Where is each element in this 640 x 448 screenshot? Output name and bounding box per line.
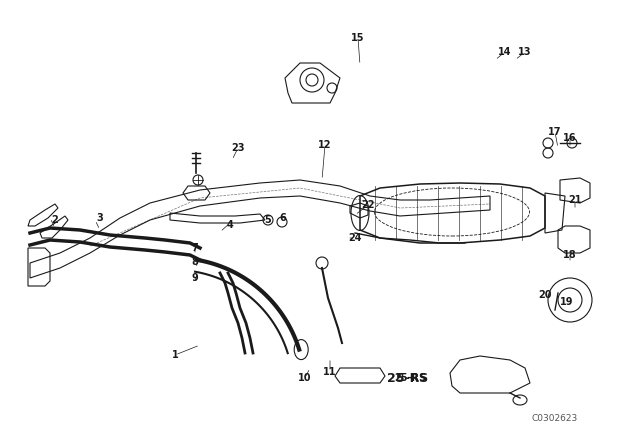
Text: 6: 6 — [280, 213, 286, 223]
Text: 1: 1 — [172, 350, 179, 360]
Text: 3: 3 — [97, 213, 104, 223]
Text: 24: 24 — [348, 233, 362, 243]
Text: 18: 18 — [563, 250, 577, 260]
Text: 15: 15 — [351, 33, 365, 43]
Text: 8: 8 — [191, 257, 198, 267]
Text: 7: 7 — [191, 243, 198, 253]
Text: 25-RS: 25-RS — [394, 373, 426, 383]
Text: 23: 23 — [231, 143, 244, 153]
Text: 21: 21 — [568, 195, 582, 205]
Text: C0302623: C0302623 — [532, 414, 578, 422]
Text: 12: 12 — [318, 140, 332, 150]
Text: 20: 20 — [538, 290, 552, 300]
Text: 11: 11 — [323, 367, 337, 377]
Text: 9: 9 — [191, 273, 198, 283]
Text: 4: 4 — [227, 220, 234, 230]
Text: 14: 14 — [499, 47, 512, 57]
Text: 25-RS: 25-RS — [387, 371, 429, 384]
Text: 16: 16 — [563, 133, 577, 143]
Text: 10: 10 — [298, 373, 312, 383]
Text: 17: 17 — [548, 127, 562, 137]
Text: 13: 13 — [518, 47, 532, 57]
Text: 2: 2 — [52, 215, 58, 225]
Text: 5: 5 — [264, 215, 271, 225]
Text: 19: 19 — [560, 297, 573, 307]
Text: 22: 22 — [361, 200, 375, 210]
